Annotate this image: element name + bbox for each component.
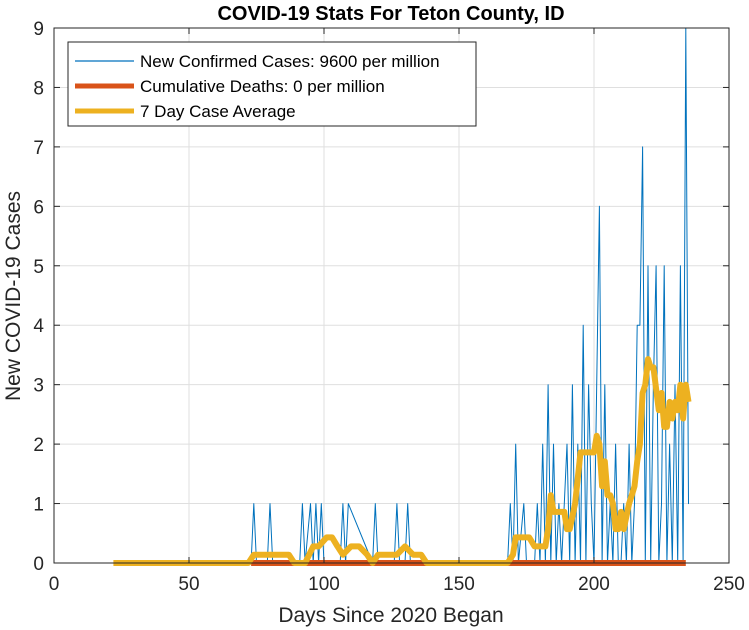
y-tick-label-1: 1 <box>33 495 44 516</box>
y-tick-label-3: 3 <box>33 376 44 397</box>
y-tick-label-7: 7 <box>33 138 44 159</box>
y-tick-label-9: 9 <box>33 19 44 40</box>
plot-frame <box>53 27 730 564</box>
y-tick-label-5: 5 <box>33 257 44 278</box>
legend-entry-average: 7 Day Case Average <box>140 102 296 121</box>
legend-entry-new-cases: New Confirmed Cases: 9600 per million <box>140 52 440 71</box>
legend-entry-deaths: Cumulative Deaths: 0 per million <box>140 77 385 96</box>
series-7-day-average <box>113 356 692 566</box>
axis-ticks: 0 50 100 150 200 250 0 1 2 3 4 5 6 7 8 9 <box>33 19 744 595</box>
y-tick-label-8: 8 <box>33 78 44 99</box>
x-tick-label-3: 150 <box>443 574 475 595</box>
chart-legend: New Confirmed Cases: 9600 per million Cu… <box>67 41 477 127</box>
y-tick-label-6: 6 <box>33 197 44 218</box>
y-tick-label-0: 0 <box>33 554 44 575</box>
x-tick-label-2: 100 <box>308 574 340 595</box>
legend-box <box>67 41 477 127</box>
y-axis-label: New COVID-19 Cases <box>2 191 25 401</box>
y-tick-label-4: 4 <box>33 316 44 337</box>
x-tick-label-5: 250 <box>713 574 745 595</box>
x-tick-label-4: 200 <box>578 574 610 595</box>
chart-title: COVID-19 Stats For Teton County, ID <box>217 3 564 25</box>
x-axis-label: Days Since 2020 Began <box>278 604 503 627</box>
y-tick-label-2: 2 <box>33 435 44 456</box>
x-tick-label-0: 0 <box>49 574 60 595</box>
x-tick-label-1: 50 <box>178 574 199 595</box>
